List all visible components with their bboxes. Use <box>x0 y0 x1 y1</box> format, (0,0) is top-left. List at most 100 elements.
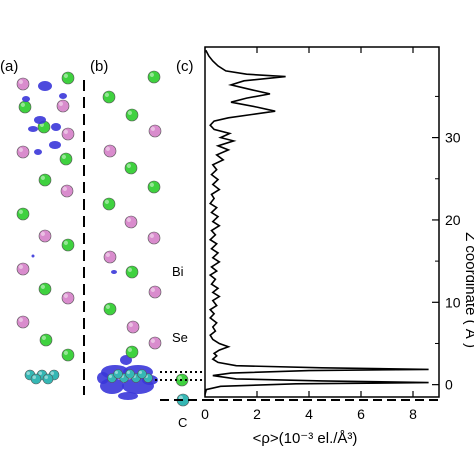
atom-b-3 <box>148 124 162 138</box>
atom-b-7 <box>102 197 116 211</box>
atom-a-11-highlight <box>40 231 46 236</box>
atom-a-10 <box>16 207 30 221</box>
atom-a-6 <box>16 145 30 159</box>
atom-a-12-highlight <box>63 240 68 245</box>
x-tick-label-0: 0 <box>201 406 209 422</box>
y-tick-label-10: 10 <box>445 294 461 310</box>
carbon-a-4-highlight <box>44 375 48 379</box>
atom-b-7-highlight <box>104 199 109 204</box>
atom-b-4 <box>103 144 117 158</box>
y-tick-label-20: 20 <box>445 212 461 228</box>
y-axis-title: Z coordinate ( Å ) <box>462 232 474 348</box>
atom-b-4-highlight <box>105 146 110 151</box>
atom-a-18-highlight <box>63 350 68 355</box>
carbon-a-1-highlight <box>38 371 42 375</box>
carbon-b-4-highlight <box>114 370 119 374</box>
atom-a-5-highlight <box>63 129 68 134</box>
interface-density-b-6 <box>97 372 109 384</box>
density-spot-a-1 <box>59 93 67 99</box>
carbon-b-5-highlight <box>126 370 130 374</box>
atom-a-0-highlight <box>18 79 23 84</box>
atom-b-6-highlight <box>149 182 154 187</box>
species-label-bi: Bi <box>172 264 184 279</box>
atom-a-8-highlight <box>40 175 46 180</box>
atom-a-15-highlight <box>63 293 68 298</box>
atom-a-14-highlight <box>40 284 46 289</box>
atom-b-10 <box>103 250 117 264</box>
atom-a-7 <box>59 152 73 166</box>
panel-label-b: (b) <box>90 58 108 75</box>
x-tick-label-6: 6 <box>357 406 365 422</box>
carbon-a-3 <box>30 373 42 385</box>
atom-a-8 <box>38 173 52 187</box>
density-spot-a-0 <box>38 81 52 91</box>
density-curve <box>204 49 429 395</box>
carbon-a-2-highlight <box>50 371 54 375</box>
panel-label-a: (a) <box>0 58 18 75</box>
atom-a-13-highlight <box>18 264 23 269</box>
density-spot-a-2 <box>22 96 30 102</box>
atom-b-16-highlight <box>177 375 182 380</box>
atom-structure <box>16 70 190 407</box>
atom-a-5 <box>61 127 75 141</box>
x-tick-label-8: 8 <box>409 406 417 422</box>
atom-a-17 <box>39 333 53 347</box>
y-tick-label-30: 30 <box>445 130 461 146</box>
atom-a-17-highlight <box>41 335 47 340</box>
carbon-a-4 <box>42 373 54 385</box>
atom-b-3-highlight <box>150 126 155 131</box>
atom-b-15 <box>148 336 162 350</box>
atom-a-15 <box>61 291 75 305</box>
atom-a-14 <box>38 282 52 296</box>
atom-b-15-highlight <box>150 338 155 343</box>
carbon-b-4 <box>113 369 123 379</box>
y-axis: 0 10 20 30 <box>432 95 461 393</box>
density-spot-b-0 <box>111 270 117 274</box>
atom-a-0 <box>16 77 30 91</box>
atom-a-9-highlight <box>62 186 67 191</box>
carbon-b-6 <box>137 369 147 379</box>
density-spot-a-3 <box>34 116 46 124</box>
atom-a-3-highlight <box>58 101 64 106</box>
atom-a-1-highlight <box>63 73 68 78</box>
atom-b-14-highlight <box>128 322 133 327</box>
atom-b-0-highlight <box>149 72 154 77</box>
density-spot-a-8 <box>31 254 35 258</box>
atom-b-0 <box>147 70 161 84</box>
atom-b-9 <box>147 231 161 245</box>
density-spot-a-7 <box>34 149 42 155</box>
x-tick-label-2: 2 <box>253 406 261 422</box>
atom-b-interface-se <box>125 345 139 359</box>
atom-b-2-highlight <box>127 110 132 115</box>
atom-b-12-highlight <box>150 287 155 292</box>
density-spot-a-4 <box>51 123 61 131</box>
chart-frame <box>204 46 440 398</box>
atom-a-11 <box>38 229 52 243</box>
atom-a-18 <box>61 348 75 362</box>
atom-b-interface-se-highlight <box>127 347 132 352</box>
atom-b-14 <box>126 320 140 334</box>
atom-b-1-highlight <box>104 92 109 97</box>
carbon-b-0-highlight <box>108 374 113 378</box>
atom-b-5-highlight <box>126 163 131 168</box>
carbon-b-6-highlight <box>138 370 142 374</box>
atom-b-8 <box>124 215 138 229</box>
atom-a-1 <box>61 71 75 85</box>
atom-b-13-highlight <box>105 304 110 309</box>
atom-b-9-highlight <box>149 233 154 238</box>
atom-b-1 <box>102 90 116 104</box>
atom-a-7-highlight <box>61 154 66 159</box>
atom-b-2 <box>125 108 139 122</box>
species-label-se: Se <box>172 330 188 345</box>
atom-b-11-highlight <box>127 267 132 272</box>
atom-b-13 <box>103 302 117 316</box>
x-tick-label-4: 4 <box>305 406 313 422</box>
carbon-a-3-highlight <box>32 375 36 379</box>
atom-b-8-highlight <box>126 217 131 222</box>
atom-a-10-highlight <box>18 209 23 214</box>
density-spot-a-6 <box>49 141 61 149</box>
species-label-c: C <box>178 415 187 430</box>
atom-b-11 <box>125 265 139 279</box>
interface-density-b-7 <box>118 392 138 400</box>
